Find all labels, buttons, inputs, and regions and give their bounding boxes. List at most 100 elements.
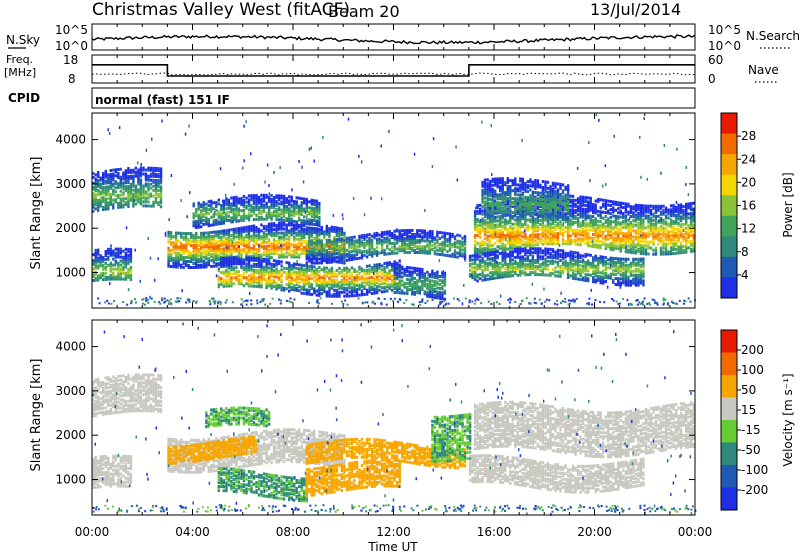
range-cell xyxy=(134,196,138,200)
range-cell xyxy=(375,253,379,257)
range-cell xyxy=(667,222,670,226)
range-cell xyxy=(119,263,122,267)
range-cell xyxy=(358,238,361,242)
range-cell xyxy=(647,206,650,210)
range-cell xyxy=(373,248,376,252)
range-cell xyxy=(257,207,261,211)
range-cell xyxy=(421,247,424,251)
range-cell xyxy=(473,220,477,224)
range-cell xyxy=(212,238,215,242)
range-cell xyxy=(310,239,313,243)
range-cell xyxy=(257,263,261,267)
range-cell xyxy=(310,206,313,210)
range-cell xyxy=(285,209,288,212)
range-cell xyxy=(308,280,311,284)
range-cell xyxy=(195,236,198,239)
range-cell xyxy=(501,236,504,240)
range-cell xyxy=(519,225,522,229)
range-cell xyxy=(114,259,117,263)
range-cell xyxy=(398,229,401,233)
range-cell xyxy=(373,234,376,238)
range-cell xyxy=(227,214,231,218)
range-cell xyxy=(672,236,675,240)
range-cell xyxy=(647,232,650,236)
range-cell xyxy=(396,267,399,271)
range-cell xyxy=(677,233,680,237)
range-cell xyxy=(290,197,293,201)
range-cell xyxy=(411,286,414,290)
range-cell xyxy=(421,282,424,285)
range-cell xyxy=(564,226,567,230)
range-cell xyxy=(353,247,356,251)
range-cell xyxy=(270,282,273,286)
range-cell xyxy=(275,233,278,237)
range-cell xyxy=(230,220,233,224)
range-cell xyxy=(132,174,135,178)
range-cell xyxy=(217,279,220,283)
range-cell xyxy=(255,213,258,217)
range-cell xyxy=(107,193,110,197)
range-cell xyxy=(252,272,256,276)
range-cell xyxy=(298,247,301,251)
range-cell xyxy=(566,204,570,208)
range-cell xyxy=(290,280,293,283)
range-cell xyxy=(310,283,313,287)
range-cell xyxy=(245,251,248,255)
range-cell xyxy=(335,230,339,234)
range-cell xyxy=(275,204,278,208)
range-cell xyxy=(280,225,283,229)
range-cell xyxy=(348,242,351,246)
range-cell xyxy=(172,235,175,239)
range-cell xyxy=(205,249,208,253)
range-cell xyxy=(300,211,303,214)
range-cell xyxy=(205,235,208,239)
range-cell xyxy=(99,264,102,268)
range-cell xyxy=(335,268,339,272)
range-cell xyxy=(657,236,660,240)
range-cell xyxy=(109,263,112,267)
range-cell xyxy=(662,230,665,234)
range-cell xyxy=(652,234,655,238)
range-cell xyxy=(363,287,366,290)
range-cell xyxy=(672,252,675,255)
range-cell xyxy=(288,283,291,287)
range-cell xyxy=(589,206,592,210)
range-cell xyxy=(340,237,344,241)
range-cell xyxy=(137,172,140,176)
range-cell xyxy=(340,245,344,249)
range-cell xyxy=(423,290,426,294)
range-cell xyxy=(260,193,263,197)
range-cell xyxy=(664,248,668,252)
range-cell xyxy=(260,255,263,259)
range-cell xyxy=(222,231,225,235)
range-cell xyxy=(195,244,198,247)
range-cell xyxy=(202,222,205,226)
range-cell xyxy=(212,213,215,217)
range-cell xyxy=(443,245,447,249)
range-cell xyxy=(265,252,268,256)
range-cell xyxy=(531,235,535,239)
range-cell xyxy=(335,234,339,238)
range-cell xyxy=(328,235,331,239)
range-cell xyxy=(511,236,514,240)
range-cell xyxy=(624,234,628,238)
range-cell xyxy=(288,281,291,285)
range-cell xyxy=(330,229,334,233)
range-cell xyxy=(637,223,640,227)
range-cell xyxy=(657,234,660,238)
range-cell xyxy=(245,270,248,274)
range-cell xyxy=(205,253,208,257)
range-cell xyxy=(348,254,351,258)
range-cell xyxy=(257,217,261,221)
range-cell xyxy=(154,169,158,172)
range-cell xyxy=(308,282,311,286)
range-cell xyxy=(652,218,655,222)
range-cell xyxy=(252,256,256,260)
range-cell xyxy=(481,217,484,221)
range-cell xyxy=(117,172,120,175)
range-cell xyxy=(451,242,454,246)
range-cell xyxy=(632,247,635,251)
range-cell xyxy=(335,272,339,276)
range-cell xyxy=(509,225,512,229)
range-cell xyxy=(298,208,301,212)
